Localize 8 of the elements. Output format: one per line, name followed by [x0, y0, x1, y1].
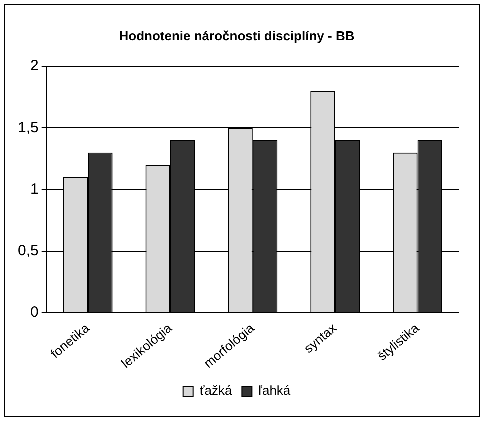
chart-title: Hodnotenie náročnosti disciplíny - BB — [119, 28, 355, 44]
y-tick-label: 2 — [30, 58, 39, 75]
legend-label: ťažká — [200, 383, 233, 398]
y-tick-label: 0 — [30, 304, 39, 322]
y-tick-label: 0,5 — [18, 242, 39, 260]
legend-label: ľahká — [258, 383, 292, 398]
y-tick-label: 1,5 — [18, 119, 39, 136]
y-tick-label: 1 — [30, 180, 39, 198]
